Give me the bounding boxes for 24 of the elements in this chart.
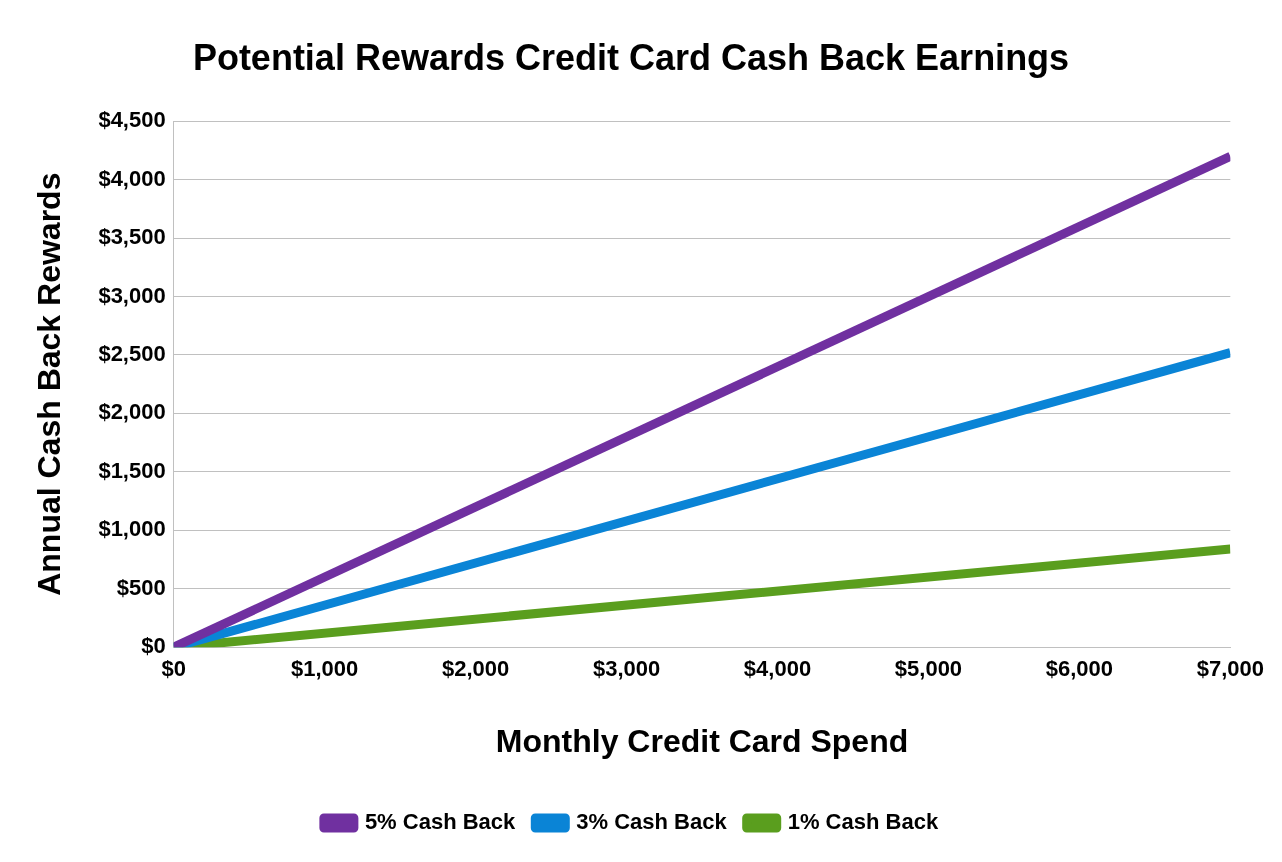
y-tick-label: $1,000 <box>98 516 166 542</box>
y-tick-label: $1,500 <box>98 457 166 483</box>
y-tick-label: $500 <box>116 574 166 600</box>
y-tick-label: $3,500 <box>98 224 166 250</box>
y-tick-label: $2,000 <box>98 399 166 425</box>
y-tick-label: $4,500 <box>98 107 166 133</box>
y-tick-label: $2,500 <box>98 341 166 367</box>
chart-title: Potential Rewards Credit Card Cash Back Earnings <box>192 36 1070 78</box>
x-tick-label: $6,000 <box>1045 656 1114 682</box>
x-axis-title: Monthly Credit Card Spend <box>495 722 909 759</box>
y-axis-title: Annual Cash Back Rewards <box>31 172 68 596</box>
legend-label: 5% Cash Back <box>364 809 517 835</box>
legend-label: 1% Cash Back <box>787 809 939 835</box>
x-tick-label: $7,000 <box>1196 656 1264 682</box>
y-tick-label: $3,000 <box>98 282 166 308</box>
x-tick-label: $2,000 <box>441 656 510 682</box>
x-tick-label: $5,000 <box>894 656 963 682</box>
x-tick-label: $0 <box>161 656 186 682</box>
x-tick-label: $4,000 <box>743 656 812 682</box>
y-tick-label: $4,000 <box>98 165 166 191</box>
y-tick-label: $0 <box>141 633 166 659</box>
legend-label: 3% Cash Back <box>576 809 728 835</box>
x-tick-label: $3,000 <box>592 656 661 682</box>
x-tick-label: $1,000 <box>290 656 359 682</box>
